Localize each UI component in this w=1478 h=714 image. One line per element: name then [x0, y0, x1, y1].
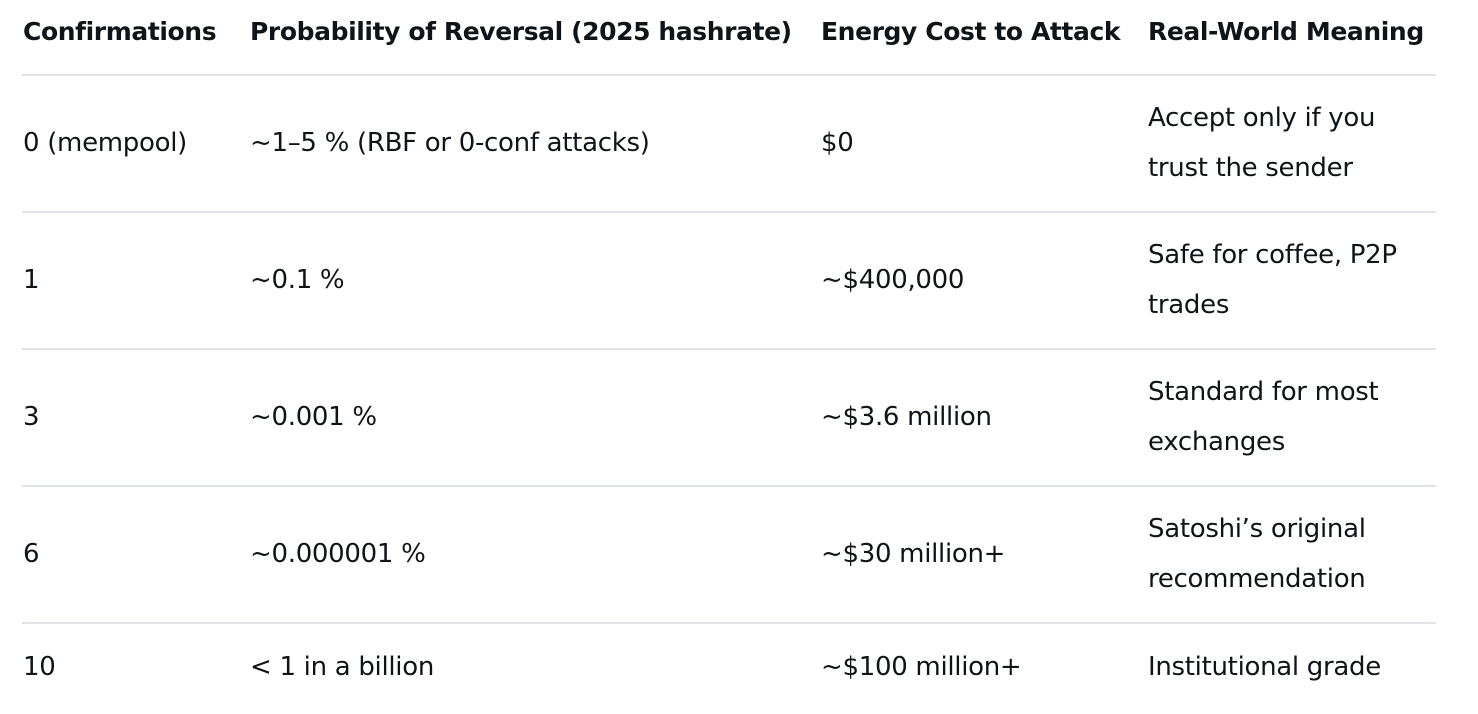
- table-row: 10 < 1 in a billion ~$100 million+ Insti…: [22, 624, 1436, 714]
- cell-confirmations: 3: [23, 402, 40, 432]
- cell-probability: ~1–5 % (RBF or 0-conf attacks): [250, 128, 650, 158]
- header-probability: Probability of Reversal (2025 hashrate): [250, 17, 792, 46]
- cell-confirmations: 1: [23, 265, 40, 295]
- table-row: 3 ~0.001 % ~$3.6 million Standard for mo…: [22, 350, 1436, 487]
- table-row: 0 (mempool) ~1–5 % (RBF or 0-conf attack…: [22, 76, 1436, 213]
- cell-energy-cost: ~$3.6 million: [821, 402, 992, 432]
- header-meaning: Real-World Meaning: [1148, 17, 1424, 46]
- cell-confirmations: 10: [23, 652, 56, 682]
- cell-probability: ~0.001 %: [250, 402, 377, 432]
- cell-energy-cost: $0: [821, 128, 854, 158]
- cell-meaning: Safe for coffee, P2P trades: [1148, 240, 1397, 320]
- table-header-row: Confirmations Probability of Reversal (2…: [22, 0, 1436, 76]
- cell-energy-cost: ~$400,000: [821, 265, 965, 295]
- table-row: 6 ~0.000001 % ~$30 million+ Satoshi’s or…: [22, 487, 1436, 624]
- cell-probability: ~0.1 %: [250, 265, 345, 295]
- cell-meaning: Satoshi’s original recommendation: [1148, 514, 1366, 594]
- cell-energy-cost: ~$30 million+: [821, 539, 1006, 569]
- cell-confirmations: 0 (mempool): [23, 128, 187, 158]
- header-confirmations: Confirmations: [23, 17, 217, 46]
- header-energy-cost: Energy Cost to Attack: [821, 17, 1121, 46]
- cell-meaning: Institutional grade: [1148, 652, 1381, 682]
- table-row: 1 ~0.1 % ~$400,000 Safe for coffee, P2P …: [22, 213, 1436, 350]
- cell-meaning: Accept only if you trust the sender: [1148, 103, 1376, 183]
- cell-probability: ~0.000001 %: [250, 539, 426, 569]
- cell-meaning: Standard for most exchanges: [1148, 377, 1379, 457]
- cell-confirmations: 6: [23, 539, 40, 569]
- confirmations-table: Confirmations Probability of Reversal (2…: [22, 0, 1436, 714]
- cell-probability: < 1 in a billion: [250, 652, 435, 682]
- cell-energy-cost: ~$100 million+: [821, 652, 1022, 682]
